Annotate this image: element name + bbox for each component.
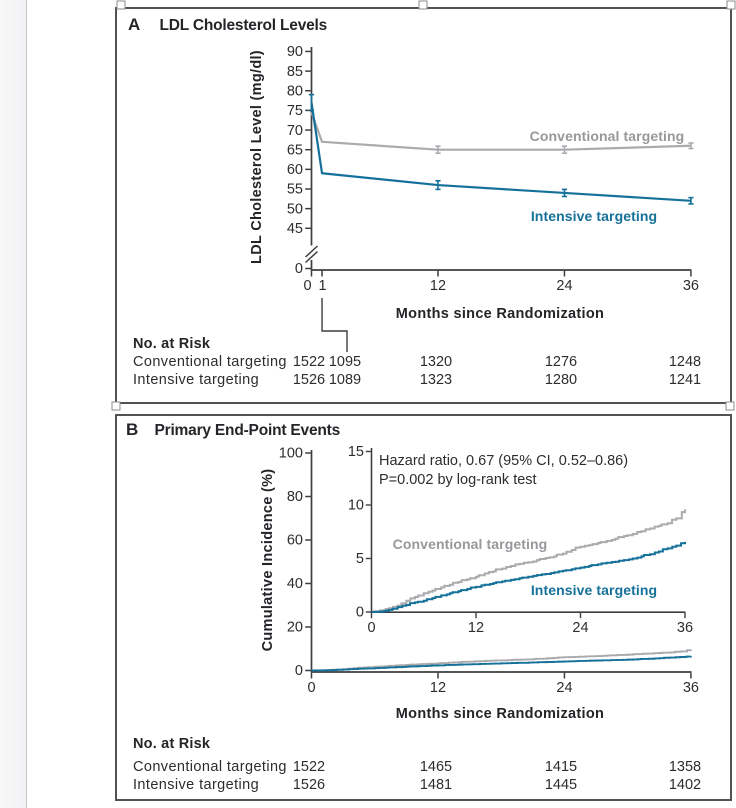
panel-b-letter: B xyxy=(126,420,139,439)
series-label-conventional-b: Conventional targeting xyxy=(392,536,548,552)
panel-a-title: A LDL Cholesterol Levels xyxy=(128,15,328,34)
page-gutter xyxy=(0,0,27,808)
panel-a-box xyxy=(115,7,732,404)
panel-b-x-axis-title: Months since Randomization xyxy=(395,706,605,722)
series-label-intensive-b: Intensive targeting xyxy=(530,582,658,598)
selection-handle-middle-right[interactable] xyxy=(725,401,735,411)
panel-a-x-axis-title: Months since Randomization xyxy=(395,306,605,322)
panel-b-risk-heading: No. at Risk xyxy=(133,736,211,752)
panel-a-letter: A xyxy=(128,15,141,34)
panel-a-y-axis-title: LDL Cholesterol Level (mg/dl) xyxy=(249,50,265,264)
hazard-ratio-line: Hazard ratio, 0.67 (95% CI, 0.52–0.86) xyxy=(379,453,629,469)
selection-handle-top-right[interactable] xyxy=(726,0,736,10)
selection-handle-top-left[interactable] xyxy=(116,0,126,10)
selection-handle-top-middle[interactable] xyxy=(418,0,428,10)
hazard-ratio-annotation: Hazard ratio, 0.67 (95% CI, 0.52–0.86) P… xyxy=(379,452,628,490)
series-label-intensive-a: Intensive targeting xyxy=(530,208,658,224)
panel-b-title: B Primary End-Point Events xyxy=(126,420,341,439)
pvalue-line: P=0.002 by log-rank test xyxy=(379,472,537,488)
series-label-conventional-a: Conventional targeting xyxy=(529,128,685,144)
selection-handle-middle-left[interactable] xyxy=(111,401,121,411)
panel-b-y-axis-title: Cumulative Incidence (%) xyxy=(260,468,276,652)
panel-a-risk-heading: No. at Risk xyxy=(133,336,211,352)
